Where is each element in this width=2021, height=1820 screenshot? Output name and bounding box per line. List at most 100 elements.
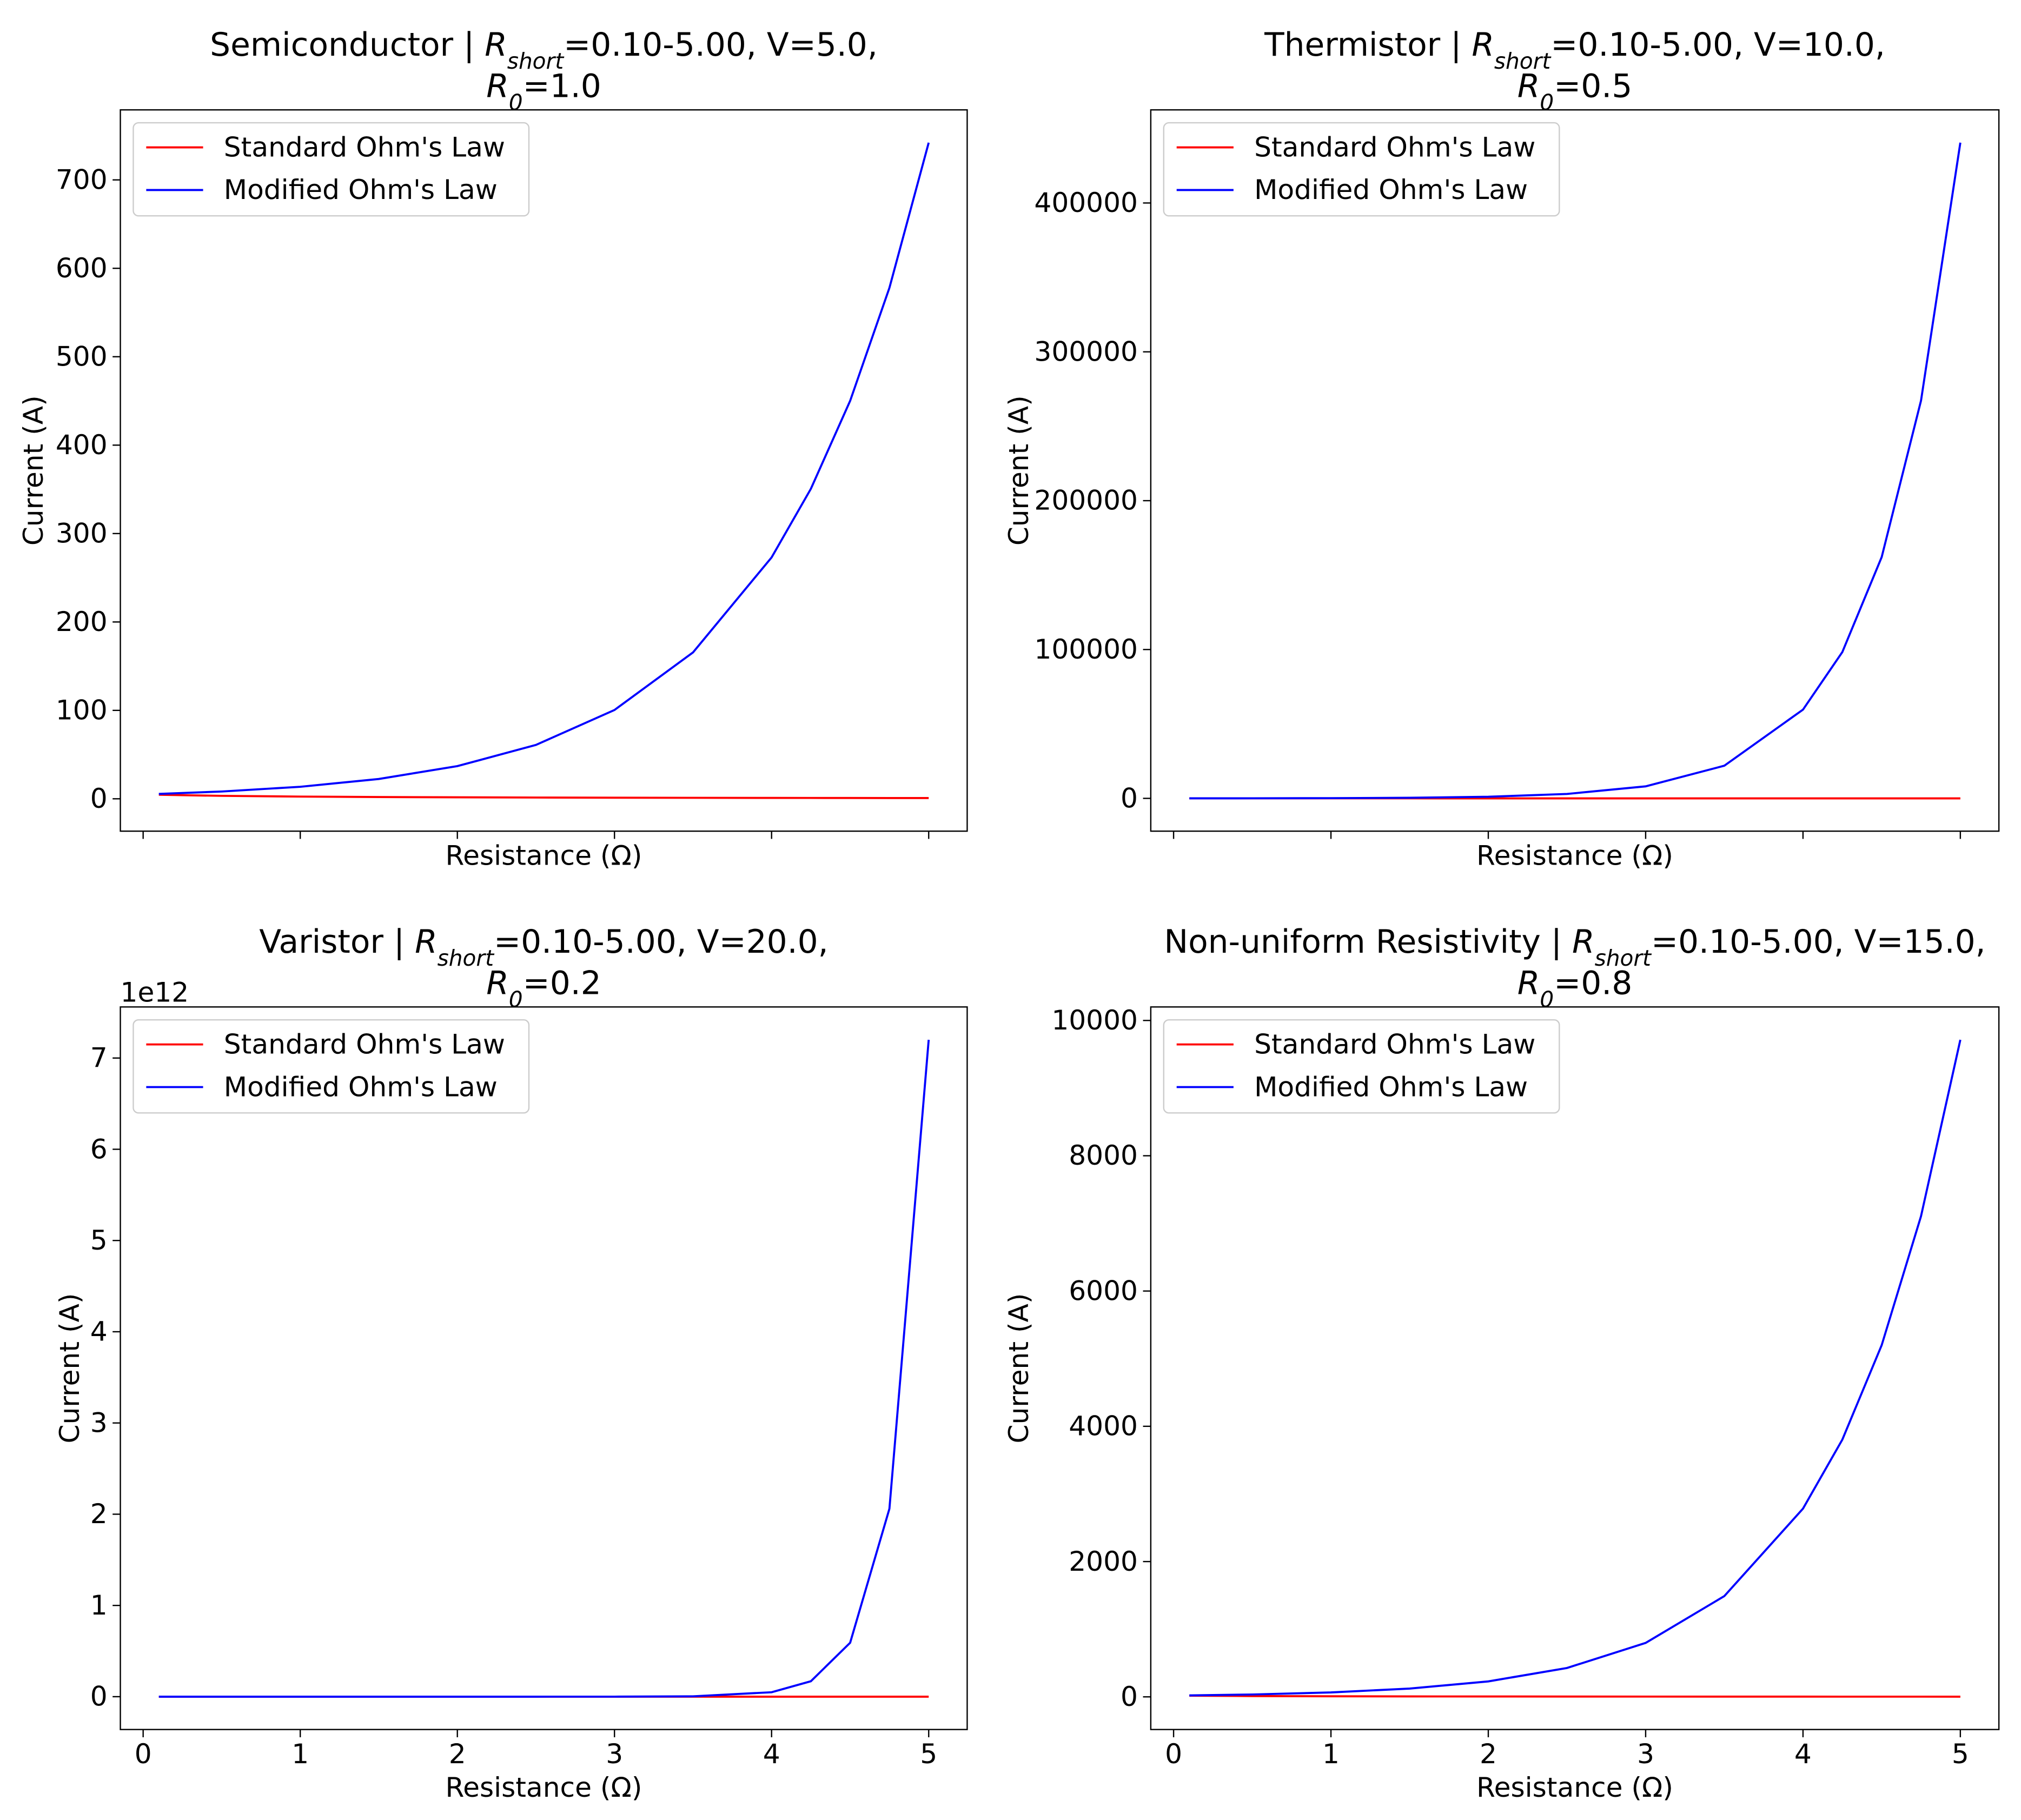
chart-title: R0=0.5 — [1518, 68, 1632, 115]
legend-label: Modified Ohm's Law — [1254, 174, 1528, 205]
title-part: =0.10-5.00, V=20.0, — [494, 924, 829, 961]
title-part: 0 — [509, 89, 523, 115]
y-tick-label: 4000 — [1069, 1410, 1138, 1442]
y-tick-label: 3 — [90, 1406, 108, 1438]
x-tick-label: 1 — [291, 1738, 309, 1770]
y-tick-label: 8000 — [1069, 1139, 1138, 1171]
legend-label: Standard Ohm's Law — [1254, 131, 1535, 163]
title-part: =0.10-5.00, V=10.0, — [1550, 26, 1885, 64]
y-tick-label: 600 — [56, 252, 108, 284]
y-tick-label: 4 — [90, 1316, 108, 1347]
title-part: R — [1472, 26, 1494, 64]
y-axis-label: Current (A) — [54, 1293, 85, 1444]
x-tick-label: 5 — [920, 1738, 937, 1770]
title-part: =0.5 — [1554, 68, 1632, 105]
y-tick-label: 200 — [56, 606, 108, 637]
title-part: 0 — [1540, 89, 1554, 115]
legend-box — [132, 1019, 530, 1114]
x-tick-label: 5 — [1952, 1738, 1969, 1770]
x-tick-label: 1 — [1322, 1738, 1340, 1770]
title-part: 0 — [509, 986, 523, 1012]
y-tick-label: 400000 — [1034, 187, 1138, 218]
title-part: short — [438, 945, 495, 971]
x-axis-label: Resistance (Ω) — [446, 1771, 642, 1803]
title-part: Non-uniform Resistivity | — [1164, 924, 1572, 961]
y-tick-label: 400 — [56, 429, 108, 461]
legend-box — [132, 122, 530, 217]
plot-frame — [1150, 109, 2000, 832]
x-tick-label: 4 — [763, 1738, 780, 1770]
chart-title: R0=1.0 — [486, 68, 601, 115]
plot-frame — [120, 109, 968, 832]
title-part: R — [1572, 924, 1595, 961]
chart-title: R0=0.8 — [1518, 965, 1632, 1012]
legend-label: Standard Ohm's Law — [1254, 1028, 1535, 1060]
x-tick-label: 4 — [1794, 1738, 1812, 1770]
x-axis-label: Resistance (Ω) — [1476, 1771, 1673, 1803]
y-tick-label: 300 — [56, 517, 108, 549]
y-tick-label: 7 — [90, 1042, 108, 1074]
title-part: R — [485, 26, 507, 64]
y-axis-label: Current (A) — [1003, 395, 1035, 546]
y-tick-label: 200000 — [1034, 484, 1138, 516]
legend-label: Standard Ohm's Law — [224, 131, 505, 163]
title-part: =0.10-5.00, V=15.0, — [1651, 924, 1986, 961]
y-tick-label: 2 — [90, 1498, 108, 1530]
x-tick-label: 2 — [449, 1738, 466, 1770]
y-tick-label: 700 — [56, 163, 108, 195]
x-tick-label: 0 — [135, 1738, 152, 1770]
legend-label: Standard Ohm's Law — [224, 1028, 505, 1060]
legend-label: Modified Ohm's Law — [224, 1071, 498, 1102]
title-part: =0.10-5.00, V=5.0, — [564, 26, 878, 64]
title-part: R — [1518, 68, 1540, 105]
title-part: Semiconductor | — [210, 26, 485, 64]
y-tick-label: 2000 — [1069, 1545, 1138, 1577]
y-tick-label: 500 — [56, 340, 108, 372]
title-part: short — [1494, 48, 1552, 74]
plot-frame — [1150, 1006, 2000, 1730]
x-tick-label: 3 — [606, 1738, 623, 1770]
y-tick-label: 0 — [1121, 782, 1138, 814]
title-part: R — [415, 924, 438, 961]
series-line — [1189, 1039, 1962, 1697]
y-tick-label: 10000 — [1051, 1004, 1138, 1036]
title-part: 0 — [1540, 986, 1554, 1012]
legend-label: Modified Ohm's Law — [1254, 1071, 1528, 1102]
y-offset-label: 1e12 — [121, 977, 189, 1008]
x-tick-label: 3 — [1637, 1738, 1654, 1770]
chart-title: R0=0.2 — [486, 965, 601, 1012]
title-part: Thermistor | — [1264, 26, 1472, 64]
y-axis-label: Current (A) — [17, 395, 49, 546]
chart-title: Thermistor | Rshort=0.10-5.00, V=10.0, — [1264, 26, 1885, 74]
y-tick-label: 0 — [90, 1680, 108, 1712]
y-tick-label: 6000 — [1069, 1274, 1138, 1306]
series-line — [158, 142, 930, 795]
series-line — [1189, 142, 1962, 800]
legend-box — [1163, 122, 1560, 217]
y-tick-label: 100000 — [1034, 633, 1138, 665]
series-line — [158, 793, 929, 799]
series-line — [1189, 1695, 1960, 1698]
plot-frame — [120, 1006, 968, 1730]
title-part: =0.2 — [523, 965, 601, 1002]
y-tick-label: 6 — [90, 1133, 108, 1165]
chart-title: Non-uniform Resistivity | Rshort=0.10-5.… — [1164, 924, 1985, 971]
y-tick-label: 1 — [90, 1589, 108, 1621]
x-axis-label: Resistance (Ω) — [446, 839, 642, 871]
x-axis-label: Resistance (Ω) — [1476, 839, 1673, 871]
y-tick-label: 5 — [90, 1224, 108, 1256]
title-part: =1.0 — [523, 68, 601, 105]
title-part: R — [486, 68, 509, 105]
y-tick-label: 100 — [56, 694, 108, 726]
y-tick-label: 0 — [1121, 1680, 1138, 1712]
legend-box — [1163, 1019, 1560, 1114]
chart-title: Varistor | Rshort=0.10-5.00, V=20.0, — [259, 924, 828, 971]
y-axis-label: Current (A) — [1003, 1293, 1035, 1444]
legend-label: Modified Ohm's Law — [224, 174, 498, 205]
title-part: =0.8 — [1554, 965, 1632, 1002]
y-tick-label: 300000 — [1034, 335, 1138, 367]
title-part: Varistor | — [259, 924, 415, 961]
chart-title: Semiconductor | Rshort=0.10-5.00, V=5.0, — [210, 26, 878, 74]
